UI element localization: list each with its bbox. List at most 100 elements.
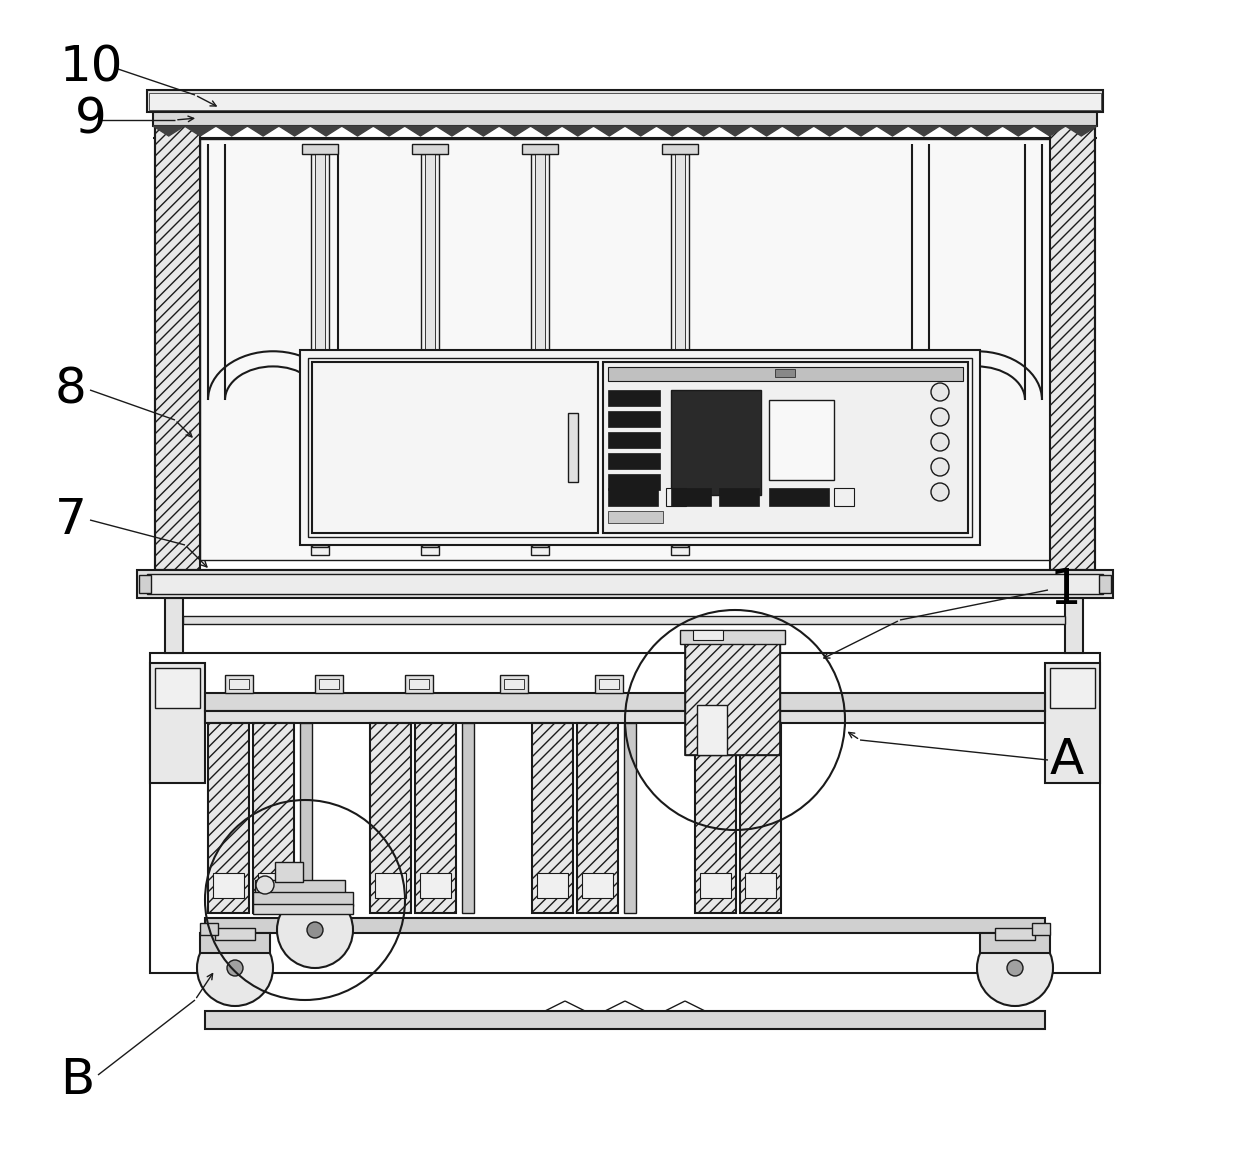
Bar: [409, 679, 429, 689]
Polygon shape: [467, 126, 500, 136]
Polygon shape: [562, 126, 593, 136]
Bar: [315, 675, 343, 693]
Bar: [420, 873, 451, 899]
Polygon shape: [153, 126, 184, 136]
Bar: [624, 723, 635, 913]
Bar: [608, 411, 659, 427]
Bar: [719, 488, 759, 505]
Bar: [685, 675, 713, 693]
Bar: [415, 723, 456, 913]
Bar: [675, 154, 685, 545]
Circle shape: [255, 876, 274, 894]
Bar: [608, 390, 659, 406]
Polygon shape: [216, 126, 248, 136]
Bar: [206, 1011, 1045, 1028]
Text: 7: 7: [55, 496, 87, 544]
Circle shape: [931, 383, 949, 401]
Bar: [415, 723, 456, 913]
Bar: [153, 112, 1096, 126]
Bar: [685, 635, 780, 755]
Bar: [302, 144, 338, 154]
Bar: [370, 723, 411, 913]
Circle shape: [307, 922, 323, 938]
Polygon shape: [625, 126, 657, 136]
Bar: [201, 923, 218, 935]
Bar: [981, 932, 1050, 954]
Bar: [689, 679, 709, 689]
Bar: [596, 675, 623, 693]
Bar: [577, 723, 618, 913]
Bar: [740, 723, 781, 913]
Bar: [577, 723, 618, 913]
Bar: [1032, 923, 1050, 935]
Bar: [1099, 574, 1111, 593]
Text: 8: 8: [55, 366, 87, 414]
Polygon shape: [877, 126, 908, 136]
Bar: [155, 121, 201, 570]
Bar: [275, 862, 303, 882]
Bar: [155, 668, 201, 708]
Bar: [164, 598, 183, 653]
Bar: [670, 488, 710, 505]
Polygon shape: [248, 126, 279, 136]
Bar: [697, 706, 726, 755]
Polygon shape: [341, 126, 374, 136]
Bar: [532, 723, 573, 913]
Polygon shape: [657, 126, 688, 136]
Polygon shape: [1034, 126, 1065, 136]
Bar: [672, 154, 689, 555]
Bar: [206, 693, 1045, 711]
Bar: [568, 413, 578, 482]
Bar: [300, 350, 981, 545]
Bar: [150, 653, 1100, 973]
Polygon shape: [971, 126, 1003, 136]
Bar: [183, 615, 1065, 624]
Bar: [147, 574, 1103, 594]
Bar: [693, 629, 723, 640]
Bar: [421, 154, 439, 555]
Bar: [315, 154, 325, 545]
Bar: [522, 144, 558, 154]
Bar: [229, 679, 249, 689]
Bar: [137, 570, 1113, 598]
Circle shape: [277, 892, 353, 968]
Bar: [150, 663, 206, 783]
Bar: [665, 488, 685, 505]
Bar: [226, 675, 253, 693]
Bar: [662, 144, 698, 154]
Text: A: A: [1050, 736, 1084, 784]
Polygon shape: [1065, 126, 1096, 136]
Bar: [425, 154, 435, 545]
Bar: [375, 873, 406, 899]
Bar: [834, 488, 854, 505]
Polygon shape: [310, 126, 341, 136]
Bar: [201, 932, 270, 954]
Polygon shape: [939, 126, 971, 136]
Polygon shape: [814, 126, 845, 136]
Polygon shape: [374, 126, 405, 136]
Bar: [462, 723, 473, 913]
Bar: [685, 635, 780, 755]
Bar: [216, 928, 255, 940]
Text: 1: 1: [1050, 566, 1082, 614]
Text: 9: 9: [75, 96, 107, 144]
Bar: [672, 537, 688, 548]
Bar: [412, 144, 449, 154]
Circle shape: [227, 961, 243, 976]
Polygon shape: [279, 126, 310, 136]
Bar: [253, 892, 353, 906]
Polygon shape: [593, 126, 625, 136]
Bar: [206, 711, 1045, 723]
Bar: [255, 880, 345, 900]
Bar: [308, 358, 972, 537]
Bar: [680, 629, 785, 644]
Bar: [155, 121, 201, 570]
Bar: [201, 139, 1050, 560]
Circle shape: [1007, 961, 1023, 976]
Polygon shape: [184, 126, 216, 136]
Polygon shape: [500, 126, 531, 136]
Bar: [695, 723, 736, 913]
Bar: [312, 537, 328, 548]
Bar: [608, 488, 658, 505]
Bar: [405, 675, 434, 693]
